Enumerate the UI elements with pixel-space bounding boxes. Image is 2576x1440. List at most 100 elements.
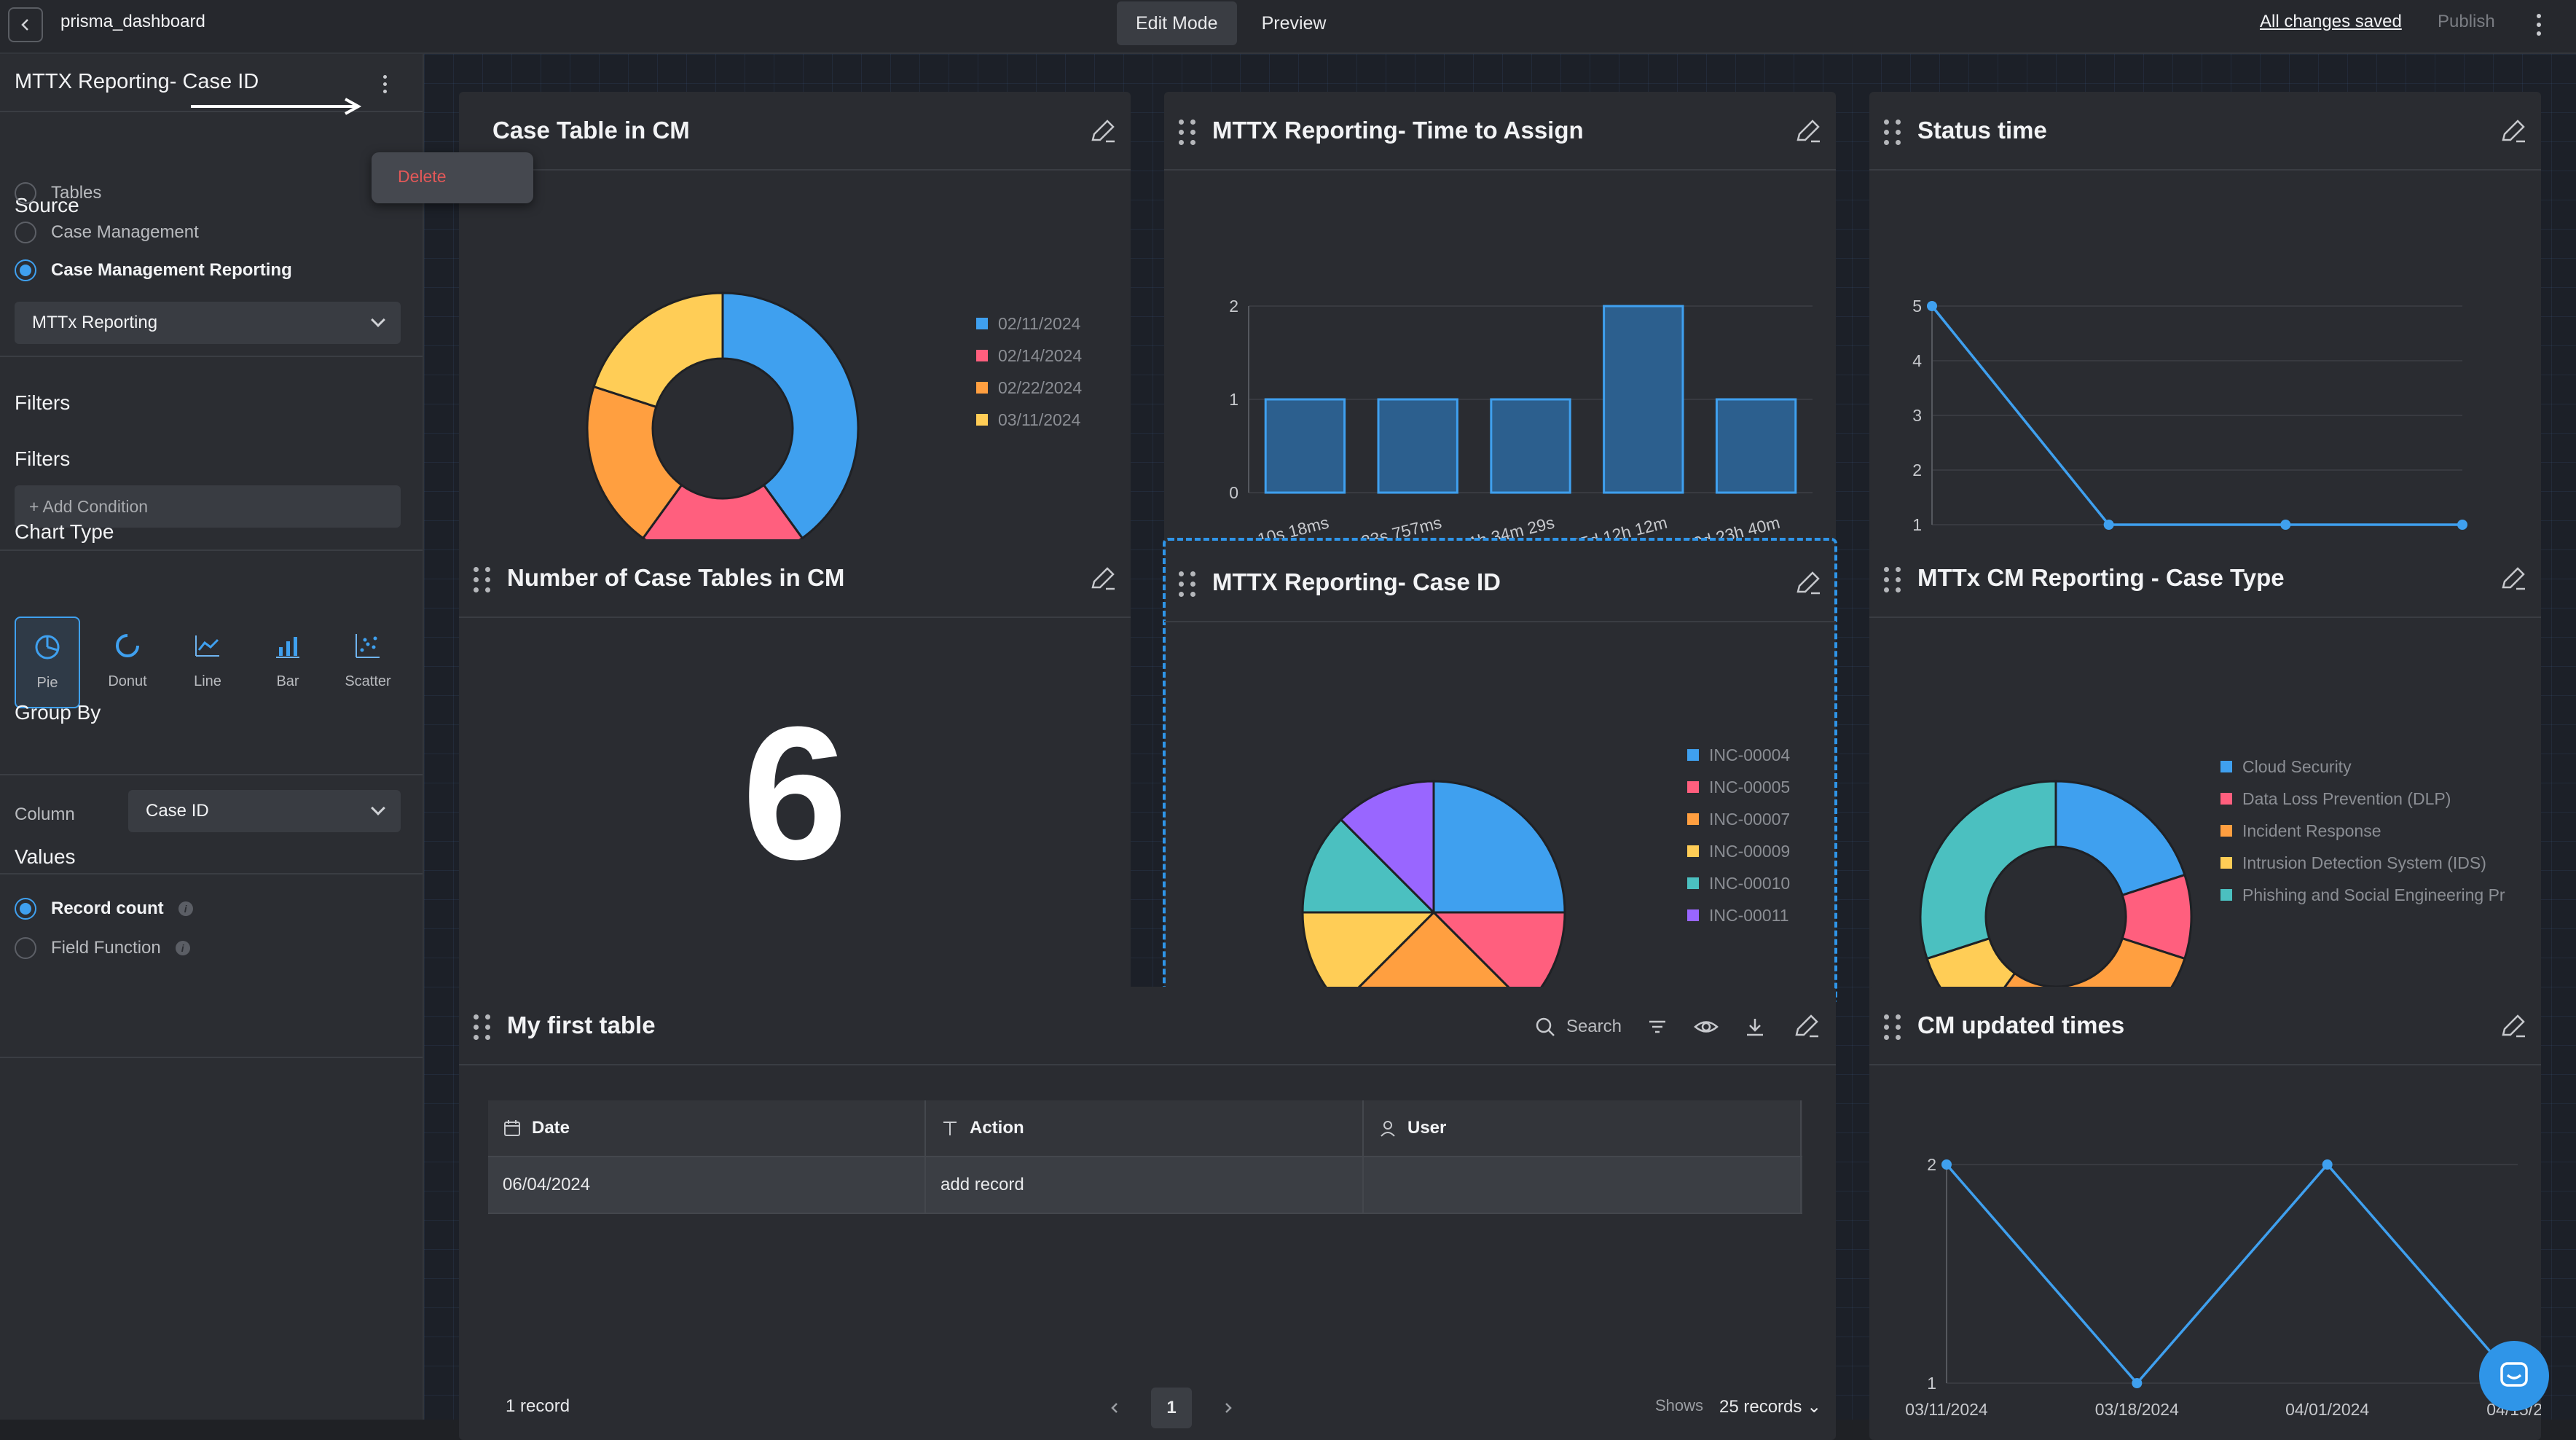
edit-icon[interactable] [1792, 568, 1823, 599]
bar[interactable] [1490, 398, 1571, 494]
card-time-to-assign[interactable]: MTTX Reporting- Time to Assign 0 1 2 1m 10s… [1164, 92, 1836, 555]
card-case-type[interactable]: MTTx CM Reporting - Case Type Cloud Secu… [1869, 539, 2541, 1003]
source-select[interactable]: MTTx Reporting [15, 302, 401, 344]
table-row[interactable]: 06/04/2024 add record [488, 1157, 1802, 1214]
data-point[interactable] [2103, 520, 2114, 530]
bar[interactable] [1264, 398, 1346, 494]
chevron-left-icon[interactable] [1107, 1401, 1122, 1415]
legend-item[interactable]: INC-00005 [1687, 771, 1790, 803]
card-number-of-case-tables[interactable]: Number of Case Tables in CM 6 [459, 539, 1131, 1003]
chart-type-bar[interactable]: Bar [255, 617, 321, 708]
pie-slice[interactable] [1301, 818, 1437, 914]
data-point[interactable] [2132, 1378, 2143, 1388]
radio-icon[interactable] [15, 182, 36, 204]
edit-icon[interactable] [1792, 117, 1823, 147]
table-cell[interactable]: 06/04/2024 [488, 1157, 926, 1213]
add-condition-button[interactable]: + Add Condition [15, 485, 401, 528]
widget-title[interactable]: MTTX Reporting- Case ID [15, 70, 259, 93]
table-search[interactable]: Search [1534, 1016, 1622, 1038]
column-header-date[interactable]: Date [488, 1100, 926, 1156]
card-my-first-table[interactable]: My first table Search Date [459, 987, 1836, 1440]
legend-item[interactable]: Cloud Security [2220, 751, 2526, 783]
pie-slice[interactable] [586, 385, 683, 540]
group-by-column-select[interactable]: Case ID [128, 790, 401, 832]
source-cm-reporting-option[interactable]: Case Management Reporting [15, 259, 292, 281]
legend-item[interactable]: Phishing and Social Engineering Pr [2220, 879, 2526, 911]
legend-item[interactable]: INC-00007 [1687, 803, 1790, 835]
pie-slice[interactable] [592, 291, 724, 409]
download-icon[interactable] [1744, 1016, 1766, 1038]
edit-mode-tab[interactable]: Edit Mode [1117, 1, 1237, 45]
card-case-table[interactable]: Case Table in CM 02/11/2024 02/14/2024 02/… [459, 92, 1131, 555]
source-case-management-option[interactable]: Case Management [15, 222, 199, 243]
edit-icon[interactable] [2497, 564, 2528, 595]
table-cell[interactable] [1364, 1157, 1802, 1213]
legend-item[interactable]: 02/14/2024 [976, 340, 1082, 372]
legend-item[interactable]: INC-00010 [1687, 867, 1790, 899]
column-header-user[interactable]: User [1364, 1100, 1802, 1156]
data-point[interactable] [2322, 1159, 2333, 1170]
card-status-time[interactable]: Status time 123454d 23h 28m11d 3h 36m28d… [1869, 92, 2541, 555]
delete-menu-item[interactable]: Delete [398, 167, 447, 186]
column-header-action[interactable]: Action [926, 1100, 1364, 1156]
drag-handle-icon[interactable] [1884, 1014, 1901, 1041]
radio-selected-icon[interactable] [15, 259, 36, 281]
pie-slice[interactable] [1919, 780, 2057, 960]
info-icon[interactable]: i [178, 901, 193, 916]
edit-icon[interactable] [2497, 117, 2528, 147]
radio-selected-icon[interactable] [15, 898, 36, 920]
drag-handle-icon[interactable] [1179, 120, 1196, 146]
pie-slice[interactable] [1341, 910, 1527, 1003]
data-point[interactable] [1927, 301, 1937, 311]
legend-item[interactable]: 02/22/2024 [976, 372, 1082, 404]
filter-icon[interactable] [1646, 1016, 1668, 1038]
source-tables-option[interactable]: Tables [15, 182, 101, 204]
legend-item[interactable]: 03/11/2024 [976, 404, 1082, 436]
legend-item[interactable]: INC-00009 [1687, 835, 1790, 867]
pie-slice[interactable] [1432, 780, 1566, 914]
page-button[interactable]: 1 [1151, 1388, 1192, 1428]
edit-icon[interactable] [1791, 1011, 1821, 1042]
drag-handle-icon[interactable] [474, 1014, 491, 1041]
chart-type-scatter[interactable]: Scatter [335, 617, 401, 708]
legend-item[interactable]: 02/11/2024 [976, 308, 1082, 340]
pie-slice[interactable] [1976, 936, 2186, 1003]
drag-handle-icon[interactable] [1884, 120, 1901, 146]
radio-icon[interactable] [15, 937, 36, 959]
edit-icon[interactable] [1087, 117, 1118, 147]
chart-type-line[interactable]: Line [175, 617, 240, 708]
back-button[interactable] [8, 7, 43, 42]
save-status-link[interactable]: All changes saved [2260, 12, 2402, 31]
bar[interactable] [1377, 398, 1458, 494]
chart-type-donut[interactable]: Donut [95, 617, 160, 708]
value-record-count-option[interactable]: Record count i [15, 898, 193, 920]
pie-slice[interactable] [1339, 780, 1435, 915]
edit-icon[interactable] [1087, 564, 1118, 595]
table-cell[interactable]: add record [926, 1157, 1364, 1213]
drag-handle-icon[interactable] [474, 567, 491, 593]
edit-icon[interactable] [2497, 1011, 2528, 1042]
more-options-icon[interactable] [2528, 7, 2550, 42]
data-point[interactable] [2280, 520, 2291, 530]
card-cm-updated-times[interactable]: CM updated times 1 2 03/11/2024 03/18/2024 0… [1869, 987, 2541, 1440]
chat-launcher-button[interactable] [2479, 1341, 2549, 1411]
legend-item[interactable]: Incident Response [2220, 815, 2526, 847]
drag-handle-icon[interactable] [1884, 567, 1901, 593]
legend-item[interactable]: Intrusion Detection System (IDS) [2220, 847, 2526, 879]
widget-more-icon[interactable] [376, 71, 393, 96]
legend-item[interactable]: Data Loss Prevention (DLP) [2220, 783, 2526, 815]
pie-slice[interactable] [2054, 780, 2186, 897]
legend-item[interactable]: INC-00004 [1687, 739, 1790, 771]
records-per-page-select[interactable]: 25 records ⌄ [1719, 1397, 1822, 1417]
legend-item[interactable]: INC-00011 [1687, 899, 1790, 931]
card-case-id[interactable]: MTTX Reporting- Case ID INC-00004 INC-000… [1163, 538, 1837, 1004]
data-point[interactable] [1941, 1159, 1952, 1170]
preview-tab[interactable]: Preview [1261, 12, 1327, 34]
radio-icon[interactable] [15, 222, 36, 243]
data-point[interactable] [2457, 520, 2467, 530]
drag-handle-icon[interactable] [1179, 571, 1196, 598]
bar[interactable] [1603, 305, 1684, 494]
bar[interactable] [1715, 398, 1797, 494]
eye-icon[interactable] [1693, 1016, 1719, 1038]
chevron-right-icon[interactable] [1221, 1401, 1236, 1415]
